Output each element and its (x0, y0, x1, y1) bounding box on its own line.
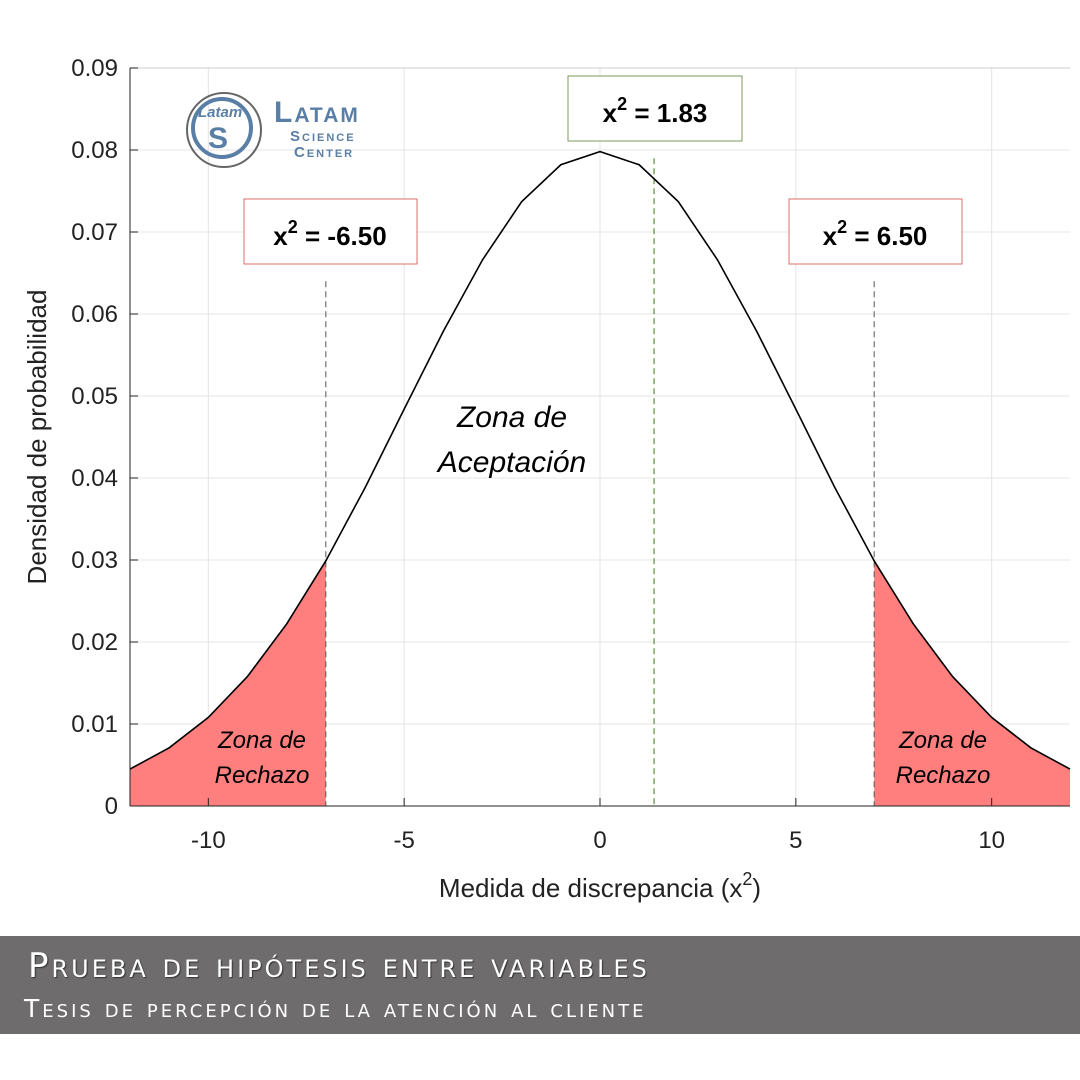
svg-text:Aceptación: Aceptación (436, 446, 586, 479)
svg-text:x2 = 6.50: x2 = 6.50 (823, 217, 928, 251)
y-tick-label: 0.04 (71, 465, 118, 492)
acceptance-zone-label: Zona de Aceptación (436, 401, 586, 479)
svg-text:Zona de: Zona de (898, 727, 987, 754)
svg-text:x2 = 1.83: x2 = 1.83 (603, 94, 708, 128)
axes (129, 67, 1070, 807)
svg-text:Zona de: Zona de (456, 401, 567, 434)
x-tick-label: -5 (393, 827, 414, 854)
title-banner: Prueba de hipótesis entre variables Tesi… (0, 936, 1080, 1034)
svg-text:Rechazo: Rechazo (896, 762, 991, 789)
annotation-right-crit: x2 = 6.50 (788, 198, 963, 265)
annotation-observed: x2 = 1.83 (567, 75, 743, 142)
curve-group (129, 150, 1071, 770)
rejection-zone-label-right: Zona de Rechazo (896, 727, 991, 789)
rejection-fills (130, 560, 1070, 806)
logo-circle (186, 92, 262, 168)
svg-text:Zona de: Zona de (217, 727, 306, 754)
x-axis-label: Medida de discrepancia (x2) (439, 869, 761, 903)
logo-badge-text: Latam (198, 104, 243, 121)
x-tick-label: -10 (191, 827, 226, 854)
rejection-region-fill (130, 560, 326, 806)
svg-text:x2 = -6.50: x2 = -6.50 (273, 217, 386, 251)
x-tick-label: 5 (789, 827, 802, 854)
chart: -10 -5 0 5 10 0 0.01 0.02 0.03 0.04 0.05 0.06 0.07 0.… (22, 55, 1071, 903)
logo-letters: S (208, 122, 229, 155)
banner-subtitle: Tesis de percepción de la atención al cl… (24, 994, 647, 1023)
y-tick-label: 0.07 (71, 219, 118, 246)
y-tick-label: 0.09 (71, 55, 118, 82)
critical-lines (325, 158, 875, 806)
density-curve (129, 150, 1071, 770)
tick-labels: -10 -5 0 5 10 0 0.01 0.02 0.03 0.04 0.05 0.06 0.07 0.… (71, 55, 1005, 854)
logo-name-2: Science (290, 128, 356, 145)
y-tick-label: 0.01 (71, 711, 118, 738)
svg-text:Rechazo: Rechazo (215, 762, 310, 789)
y-tick-label: 0.03 (71, 547, 118, 574)
y-tick-label: 0.02 (71, 629, 118, 656)
y-tick-label: 0.05 (71, 383, 118, 410)
annotation-left-crit: x2 = -6.50 (243, 198, 418, 265)
rejection-zone-label-left: Zona de Rechazo (215, 727, 310, 789)
y-axis-label: Densidad de probabilidad (22, 290, 52, 585)
x-tick-label: 10 (978, 827, 1005, 854)
y-tick-label: 0.08 (71, 137, 118, 164)
y-tick-label: 0 (105, 793, 118, 820)
x-tick-label: 0 (593, 827, 606, 854)
logo-name-3: Center (294, 144, 355, 161)
banner-title: Prueba de hipótesis entre variables (28, 946, 650, 986)
logo-name: Latam (274, 96, 360, 129)
logo-ring (191, 97, 253, 159)
latam-science-center-logo: Latam S Latam Science Center (186, 92, 396, 172)
y-tick-label: 0.06 (71, 301, 118, 328)
rejection-region-fill (874, 560, 1070, 806)
